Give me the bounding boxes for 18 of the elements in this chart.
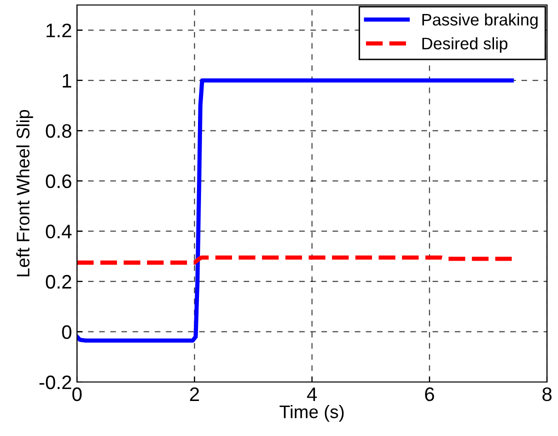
legend-label: Passive braking [422,13,538,29]
x-tick-label: 2 [190,387,199,401]
y-tick-label: 0 [62,325,72,339]
y-axis-title: Left Front Wheel Slip [16,110,34,276]
x-tick-label: 4 [307,388,317,401]
y-tick-label: 0.2 [46,274,72,289]
legend-label: Desired slip [422,37,508,53]
y-tick-label: 0.4 [46,224,72,238]
y-tick-label: 1 [62,74,72,88]
line-series [77,78,514,343]
y-tick-label: 0.8 [46,124,72,138]
y-tick-label: 0.6 [46,174,72,188]
x-tick-label: 0 [72,387,82,402]
y-tick-label: 1.2 [46,24,72,38]
y-tick-label: -0.2 [40,375,72,390]
x-tick-label: 8 [542,387,552,402]
x-axis-title: Time (s) [280,404,344,422]
x-tick-label: 6 [425,387,434,402]
